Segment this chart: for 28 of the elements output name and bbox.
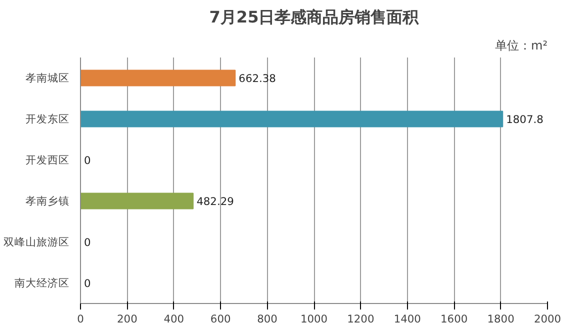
- data-label: 662.38: [238, 72, 276, 85]
- x-tick-label: 2000: [534, 312, 562, 326]
- bar: [80, 192, 194, 210]
- y-tick-label: 孝南乡镇: [26, 194, 70, 208]
- data-label: 1807.8: [506, 113, 544, 126]
- data-label: 0: [84, 277, 92, 290]
- text: 单位：m²: [495, 38, 548, 52]
- data-label: 0: [84, 236, 92, 249]
- chart-title: 7月25日孝感商品房销售面积: [209, 8, 420, 26]
- x-tick-label: 600: [210, 312, 231, 326]
- y-tick-label: 南大经济区: [14, 276, 70, 290]
- x-tick-label: 1200: [347, 312, 374, 326]
- x-tick-label: 1400: [394, 312, 422, 326]
- y-tick-label: 开发东区: [26, 112, 70, 126]
- y-tick-label: 双峰山旅游区: [4, 236, 70, 248]
- x-tick-label: 1800: [487, 312, 515, 326]
- bar: [80, 70, 236, 86]
- x-tick-label: 1000: [300, 312, 328, 326]
- x-tick-label: 0: [77, 312, 84, 326]
- x-tick-label: 800: [257, 312, 278, 326]
- x-tick-label: 400: [164, 312, 184, 326]
- x-tick-label: 1600: [440, 312, 468, 326]
- y-tick-label: 孝南城区: [26, 72, 70, 84]
- data-label: 482.29: [196, 195, 234, 208]
- y-tick-label: 开发西区: [26, 154, 70, 166]
- data-label: 0: [84, 154, 92, 167]
- x-tick-label: 200: [117, 312, 138, 326]
- bar: [80, 110, 504, 128]
